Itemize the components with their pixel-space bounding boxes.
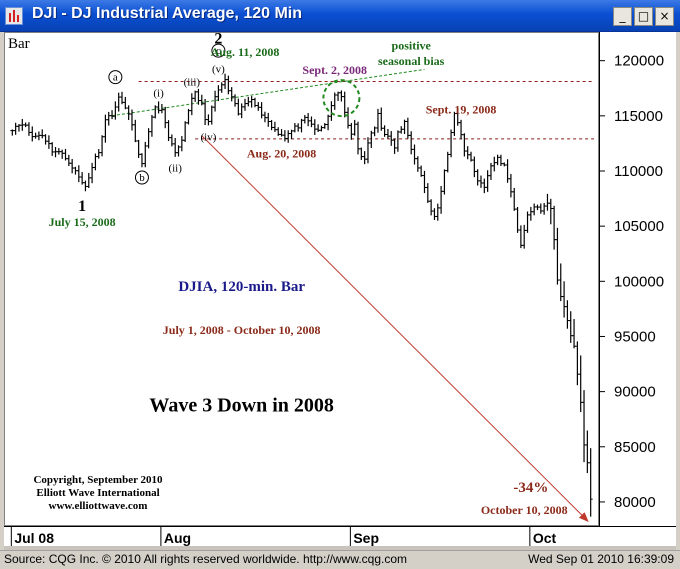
price-axis-svg: 80000 85000 90000 95000 100000 105000 110000 11… <box>600 53 664 511</box>
price-tick-label: 110000 <box>614 163 663 180</box>
price-chart-svg: Bar 1 a b (i) (ii) (iii) (iv) (v) c2 July 15, 2008… <box>8 31 594 523</box>
time-axis[interactable]: Jul 08 Aug Sep Oct <box>4 526 676 548</box>
copyright-line: Elliott Wave International <box>36 487 159 499</box>
wave-label-ii: (ii) <box>168 163 182 175</box>
price-tick-label: 80000 <box>614 494 656 511</box>
price-chart-area[interactable]: Bar 1 a b (i) (ii) (iii) (iv) (v) c 2 July 15, 2008… <box>4 31 599 526</box>
maximize-button[interactable]: □ <box>634 7 653 26</box>
chart-scrollbar[interactable] <box>4 546 676 550</box>
wave-label-circle <box>211 43 226 58</box>
wave-label-circle <box>108 70 123 85</box>
copyright-line: www.elliottwave.com <box>49 500 148 512</box>
price-tick-label: 115000 <box>614 108 663 125</box>
seasonal-bias-line <box>111 68 425 117</box>
chart-app-icon <box>5 7 23 25</box>
wave-label-1: 1 <box>78 198 86 215</box>
time-tick-label: Jul 08 <box>14 530 54 546</box>
chart-annotation: Aug. 20, 2008 <box>247 147 316 161</box>
price-tick-label: 105000 <box>614 218 664 235</box>
close-button[interactable]: × <box>655 7 674 26</box>
time-tick-label: Sep <box>353 530 379 546</box>
wave-label-c: c <box>216 45 221 57</box>
wave-label-i: (i) <box>153 88 164 100</box>
chart-annotation: Sept. 2, 2008 <box>302 63 367 77</box>
chart-annotation: October 10, 2008 <box>481 503 568 517</box>
chart-annotation: Wave 3 Down in 2008 <box>149 394 333 416</box>
bar-type-label: Bar <box>8 36 30 52</box>
wave-label-v: (v) <box>212 63 225 75</box>
wave-label-iii: (iii) <box>184 77 201 89</box>
time-axis-svg: Jul 08 Aug Sep Oct <box>10 527 557 547</box>
price-tick-label: 95000 <box>614 328 656 345</box>
chart-annotation: DJIA, 120-min. Bar <box>178 279 305 295</box>
copyright-line: Copyright, September 2010 <box>33 474 163 486</box>
status-bar: Source: CQG Inc. © 2010 All rights reser… <box>0 550 680 569</box>
decline-trend-arrow <box>201 135 589 523</box>
time-tick-label: Oct <box>533 530 557 546</box>
chart-annotation: July 1, 2008 - October 10, 2008 <box>163 323 321 337</box>
wave-label-a: a <box>113 72 118 84</box>
price-tick-label: 120000 <box>614 53 664 70</box>
title-bar[interactable]: DJI - DJ Industrial Average, 120 Min _ □… <box>0 0 680 32</box>
time-tick-label: Aug <box>164 530 191 546</box>
minimize-button[interactable]: _ <box>613 7 632 26</box>
status-datetime: Wed Sep 01 2010 16:39:09 <box>528 552 674 566</box>
chart-annotation: Sept. 19, 2008 <box>426 103 497 117</box>
chart-annotation: Aug. 11, 2008 <box>211 45 280 59</box>
data-source-text: Source: CQG Inc. © 2010 All rights reser… <box>4 552 408 566</box>
price-tick-label: 85000 <box>614 439 656 456</box>
chart-annotation: July 15, 2008 <box>49 215 116 229</box>
wave-label-iv: (iv) <box>200 132 216 144</box>
chart-annotation: -34% <box>513 480 548 496</box>
wave-label-b: b <box>139 172 145 184</box>
chart-annotation: seasonal bias <box>378 54 445 68</box>
price-tick-label: 100000 <box>614 273 664 290</box>
window-title: DJI - DJ Industrial Average, 120 Min <box>32 5 303 22</box>
chart-annotation: positive <box>392 39 432 53</box>
wave-label-2: 2 <box>214 33 222 48</box>
wave-label-circle <box>134 170 149 185</box>
price-axis[interactable]: 80000 85000 90000 95000 100000 105000 110000 11… <box>599 32 676 526</box>
price-tick-label: 90000 <box>614 384 656 401</box>
sept-2-highlight-circle <box>322 79 361 118</box>
